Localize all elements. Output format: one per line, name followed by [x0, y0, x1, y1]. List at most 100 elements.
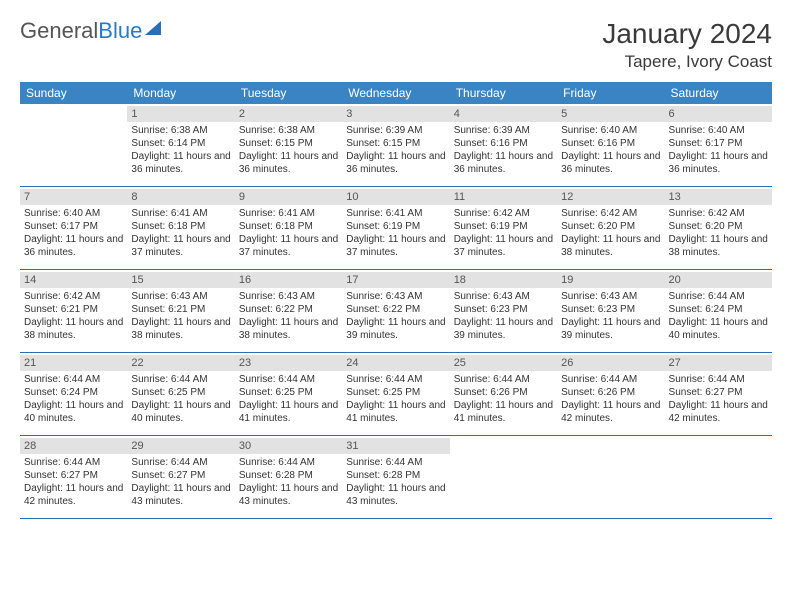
day-number: 18	[450, 272, 557, 288]
sunset-line: Sunset: 6:23 PM	[561, 303, 660, 316]
sunset-line: Sunset: 6:21 PM	[131, 303, 230, 316]
sunrise-line: Sunrise: 6:44 AM	[239, 373, 338, 386]
sunrise-line: Sunrise: 6:38 AM	[239, 124, 338, 137]
day-cell: 17Sunrise: 6:43 AMSunset: 6:22 PMDayligh…	[342, 270, 449, 352]
sunset-line: Sunset: 6:16 PM	[454, 137, 553, 150]
week-row: 21Sunrise: 6:44 AMSunset: 6:24 PMDayligh…	[20, 353, 772, 436]
sunset-line: Sunset: 6:25 PM	[346, 386, 445, 399]
sunrise-line: Sunrise: 6:43 AM	[454, 290, 553, 303]
week-row: 7Sunrise: 6:40 AMSunset: 6:17 PMDaylight…	[20, 187, 772, 270]
sunrise-line: Sunrise: 6:44 AM	[24, 373, 123, 386]
week-row: 28Sunrise: 6:44 AMSunset: 6:27 PMDayligh…	[20, 436, 772, 519]
sunrise-line: Sunrise: 6:38 AM	[131, 124, 230, 137]
day-cell: 26 Sunrise: 6:44 AMSunset: 6:26 PMDayligh…	[557, 353, 664, 435]
daylight-line: Daylight: 11 hours and 40 minutes.	[24, 399, 123, 425]
daylight-line: Daylight: 11 hours and 42 minutes.	[561, 399, 660, 425]
daylight-line: Daylight: 11 hours and 36 minutes.	[561, 150, 660, 176]
sunset-line: Sunset: 6:27 PM	[669, 386, 768, 399]
sunset-line: Sunset: 6:18 PM	[239, 220, 338, 233]
sunrise-line: Sunrise: 6:41 AM	[239, 207, 338, 220]
week-row: 14Sunrise: 6:42 AMSunset: 6:21 PMDayligh…	[20, 270, 772, 353]
sunset-line: Sunset: 6:15 PM	[239, 137, 338, 150]
sunset-line: Sunset: 6:23 PM	[454, 303, 553, 316]
sunset-line: Sunset: 6:27 PM	[24, 469, 123, 482]
day-number: 3	[342, 106, 449, 122]
day-number: 26	[557, 355, 664, 371]
calendar-page: GeneralBlue January 2024 Tapere, Ivory C…	[0, 0, 792, 529]
daylight-line: Daylight: 11 hours and 39 minutes.	[346, 316, 445, 342]
daylight-line: Daylight: 11 hours and 43 minutes.	[239, 482, 338, 508]
day-cell: 19Sunrise: 6:43 AMSunset: 6:23 PMDayligh…	[557, 270, 664, 352]
weekday-header: Wednesday	[342, 82, 449, 104]
day-cell: 25Sunrise: 6:44 AMSunset: 6:26 PMDayligh…	[450, 353, 557, 435]
sunset-line: Sunset: 6:22 PM	[239, 303, 338, 316]
sunrise-line: Sunrise: 6:44 AM	[561, 373, 660, 386]
day-number: 5	[557, 106, 664, 122]
day-number: 9	[235, 189, 342, 205]
day-number: 8	[127, 189, 234, 205]
sunrise-line: Sunrise: 6:44 AM	[131, 456, 230, 469]
day-number: 21	[20, 355, 127, 371]
sunset-line: Sunset: 6:19 PM	[454, 220, 553, 233]
sunrise-line: Sunrise: 6:39 AM	[454, 124, 553, 137]
sunset-line: Sunset: 6:19 PM	[346, 220, 445, 233]
day-cell	[450, 436, 557, 518]
sunrise-line: Sunrise: 6:42 AM	[561, 207, 660, 220]
weeks-container: 1Sunrise: 6:38 AMSunset: 6:14 PMDaylight…	[20, 104, 772, 519]
day-cell: 24Sunrise: 6:44 AMSunset: 6:25 PMDayligh…	[342, 353, 449, 435]
day-cell: 4Sunrise: 6:39 AMSunset: 6:16 PMDaylight…	[450, 104, 557, 186]
day-cell: 21 Sunrise: 6:44 AMSunset: 6:24 PMDayligh…	[20, 353, 127, 435]
sunset-line: Sunset: 6:24 PM	[669, 303, 768, 316]
day-cell	[20, 104, 127, 186]
location-label: Tapere, Ivory Coast	[602, 52, 772, 72]
sunset-line: Sunset: 6:21 PM	[24, 303, 123, 316]
sunrise-line: Sunrise: 6:43 AM	[131, 290, 230, 303]
daylight-line: Daylight: 11 hours and 43 minutes.	[346, 482, 445, 508]
daylight-line: Daylight: 11 hours and 38 minutes.	[239, 316, 338, 342]
day-number: 6	[665, 106, 772, 122]
day-number: 7	[20, 189, 127, 205]
sunset-line: Sunset: 6:26 PM	[561, 386, 660, 399]
day-cell: 5Sunrise: 6:40 AMSunset: 6:16 PMDaylight…	[557, 104, 664, 186]
daylight-line: Daylight: 11 hours and 40 minutes.	[669, 316, 768, 342]
daylight-line: Daylight: 11 hours and 41 minutes.	[454, 399, 553, 425]
daylight-line: Daylight: 11 hours and 37 minutes.	[454, 233, 553, 259]
day-number: 23	[235, 355, 342, 371]
week-row: 1Sunrise: 6:38 AMSunset: 6:14 PMDaylight…	[20, 104, 772, 187]
day-number: 10	[342, 189, 449, 205]
sunrise-line: Sunrise: 6:44 AM	[669, 290, 768, 303]
calendar-grid: SundayMondayTuesdayWednesdayThursdayFrid…	[20, 82, 772, 519]
day-number: 4	[450, 106, 557, 122]
sunset-line: Sunset: 6:25 PM	[239, 386, 338, 399]
day-number: 14	[20, 272, 127, 288]
daylight-line: Daylight: 11 hours and 36 minutes.	[346, 150, 445, 176]
brand-logo: GeneralBlue	[20, 18, 161, 44]
daylight-line: Daylight: 11 hours and 37 minutes.	[131, 233, 230, 259]
day-cell	[665, 436, 772, 518]
daylight-line: Daylight: 11 hours and 43 minutes.	[131, 482, 230, 508]
daylight-line: Daylight: 11 hours and 38 minutes.	[131, 316, 230, 342]
day-number: 12	[557, 189, 664, 205]
sunset-line: Sunset: 6:15 PM	[346, 137, 445, 150]
day-number: 31	[342, 438, 449, 454]
daylight-line: Daylight: 11 hours and 36 minutes.	[669, 150, 768, 176]
sunset-line: Sunset: 6:27 PM	[131, 469, 230, 482]
sunrise-line: Sunrise: 6:43 AM	[561, 290, 660, 303]
daylight-line: Daylight: 11 hours and 42 minutes.	[24, 482, 123, 508]
sunset-line: Sunset: 6:24 PM	[24, 386, 123, 399]
day-cell: 10Sunrise: 6:41 AMSunset: 6:19 PMDayligh…	[342, 187, 449, 269]
daylight-line: Daylight: 11 hours and 42 minutes.	[669, 399, 768, 425]
day-cell: 20Sunrise: 6:44 AMSunset: 6:24 PMDayligh…	[665, 270, 772, 352]
sunrise-line: Sunrise: 6:42 AM	[24, 290, 123, 303]
sunset-line: Sunset: 6:17 PM	[24, 220, 123, 233]
day-number: 30	[235, 438, 342, 454]
daylight-line: Daylight: 11 hours and 39 minutes.	[454, 316, 553, 342]
sunset-line: Sunset: 6:22 PM	[346, 303, 445, 316]
daylight-line: Daylight: 11 hours and 38 minutes.	[669, 233, 768, 259]
day-number: 13	[665, 189, 772, 205]
day-cell: 11Sunrise: 6:42 AMSunset: 6:19 PMDayligh…	[450, 187, 557, 269]
daylight-line: Daylight: 11 hours and 41 minutes.	[346, 399, 445, 425]
day-cell: 8Sunrise: 6:41 AMSunset: 6:18 PMDaylight…	[127, 187, 234, 269]
day-cell: 2Sunrise: 6:38 AMSunset: 6:15 PMDaylight…	[235, 104, 342, 186]
day-cell: 7Sunrise: 6:40 AMSunset: 6:17 PMDaylight…	[20, 187, 127, 269]
